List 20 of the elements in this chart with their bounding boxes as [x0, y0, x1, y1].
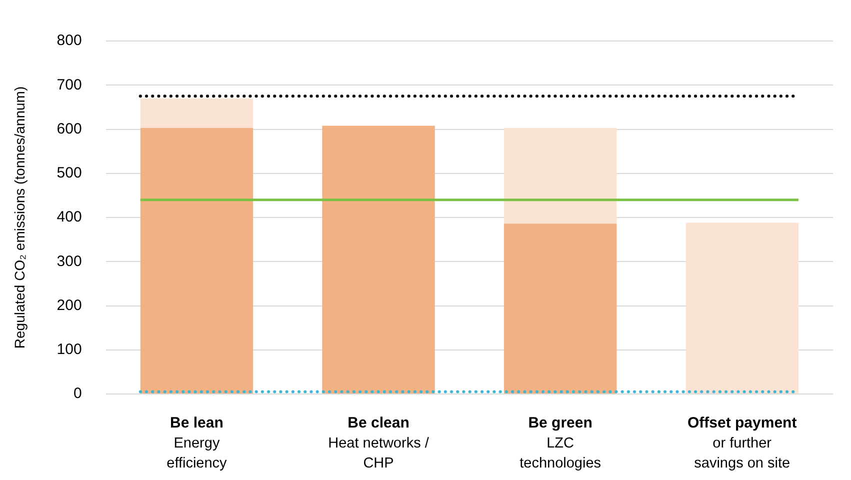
y-axis-title: Regulated CO₂ emissions (tonnes/annum) [11, 86, 28, 349]
bar [140, 98, 254, 128]
y-tick-label: 500 [56, 164, 82, 182]
y-tick-label: 800 [56, 32, 82, 50]
bar [504, 224, 617, 394]
y-tick-label: 400 [56, 208, 82, 226]
x-tick-label: Be clean Heat networks / CHP [328, 414, 430, 472]
y-tick-label: 300 [56, 252, 82, 270]
y-tick-label: 0 [73, 385, 82, 402]
bar [140, 128, 254, 394]
x-tick-label: Be green LZC technologies [520, 414, 602, 472]
y-tick-label: 700 [56, 76, 82, 94]
x-tick-label: Offset payment or further savings on site [688, 414, 797, 472]
x-tick-label: Be lean Energy efficiency [166, 414, 228, 472]
bar [504, 128, 617, 224]
bar [322, 126, 435, 394]
bar [686, 222, 798, 394]
y-tick-label: 100 [56, 341, 82, 358]
y-tick-label: 200 [56, 296, 82, 314]
y-tick-label: 600 [56, 120, 82, 138]
